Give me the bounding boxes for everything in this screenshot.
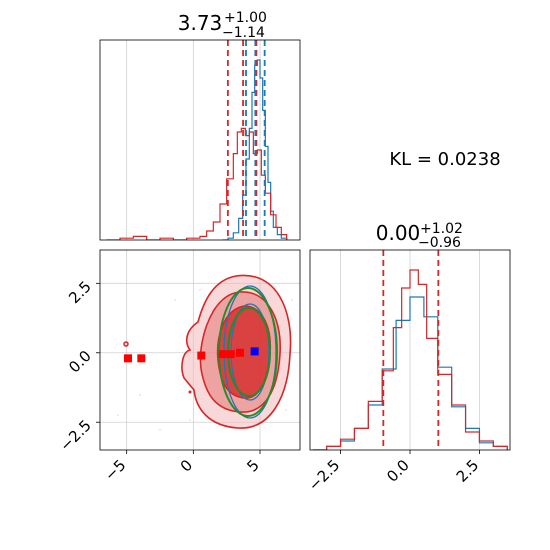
- scatter-point: [174, 299, 176, 301]
- y-tick-label: 2.5: [65, 277, 95, 307]
- br-histograms: [312, 269, 508, 450]
- x-tick-label: 5: [243, 456, 262, 475]
- scatter-point: [189, 419, 191, 421]
- scatter-point: [199, 289, 201, 291]
- br-title-median: 0.00: [376, 221, 421, 245]
- tl-frame: [99, 39, 301, 241]
- red-square-marker: [218, 350, 227, 359]
- br-quantile-lines: [382, 250, 440, 450]
- br-tick-labels: −2.5 0.0 2.5: [305, 450, 482, 495]
- bl-frame: [99, 249, 301, 451]
- br-title-minus: −0.96: [418, 235, 461, 251]
- scatter-point: [285, 409, 287, 411]
- scatter-point: [291, 299, 293, 301]
- blue-square-marker: [250, 347, 259, 356]
- x-tick-label: 0.0: [383, 456, 413, 486]
- scatter-point: [159, 429, 161, 431]
- x-tick-label: −5: [101, 456, 129, 484]
- bottom-left-panel: −5 0 5 −2.5 0.0 2.5: [56, 249, 301, 484]
- tl-panel-bg: [100, 40, 300, 240]
- x-tick-label: −2.5: [305, 456, 343, 494]
- x-tick-label: 2.5: [453, 456, 483, 486]
- tl-title: 3.73: [178, 11, 223, 35]
- tl-title-plus: +1.00: [224, 10, 267, 26]
- tl-title-minus: −1.14: [222, 25, 265, 41]
- red-contour-blob: [123, 341, 129, 347]
- bottom-right-panel: −2.5 0.0 2.5 0.00 +1.02 −0.96: [305, 221, 511, 495]
- histogram-series: [312, 269, 508, 450]
- y-tick-label: −2.5: [56, 416, 94, 454]
- bl-scatter-points: [117, 289, 293, 431]
- top-left-panel: 3.73 +1.00 −1.14: [99, 10, 301, 241]
- kl-annotation: KL = 0.0238: [389, 149, 500, 170]
- tl-title-median: 3.73: [178, 11, 223, 35]
- x-tick-label: 0: [177, 456, 196, 475]
- red-square-marker: [197, 351, 206, 360]
- scatter-point: [139, 394, 141, 396]
- red-square-marker: [226, 350, 235, 359]
- red-square-marker: [236, 348, 244, 357]
- br-title-plus: +1.02: [420, 221, 463, 237]
- scatter-point: [117, 414, 119, 416]
- red-square-marker: [137, 354, 146, 363]
- red-square-marker: [124, 354, 132, 363]
- bl-markers: [124, 347, 259, 363]
- red-contour-blob: [188, 390, 192, 394]
- histogram-series: [222, 59, 288, 240]
- y-tick-label: 0.0: [65, 347, 95, 377]
- tl-quantile-lines: [226, 40, 266, 240]
